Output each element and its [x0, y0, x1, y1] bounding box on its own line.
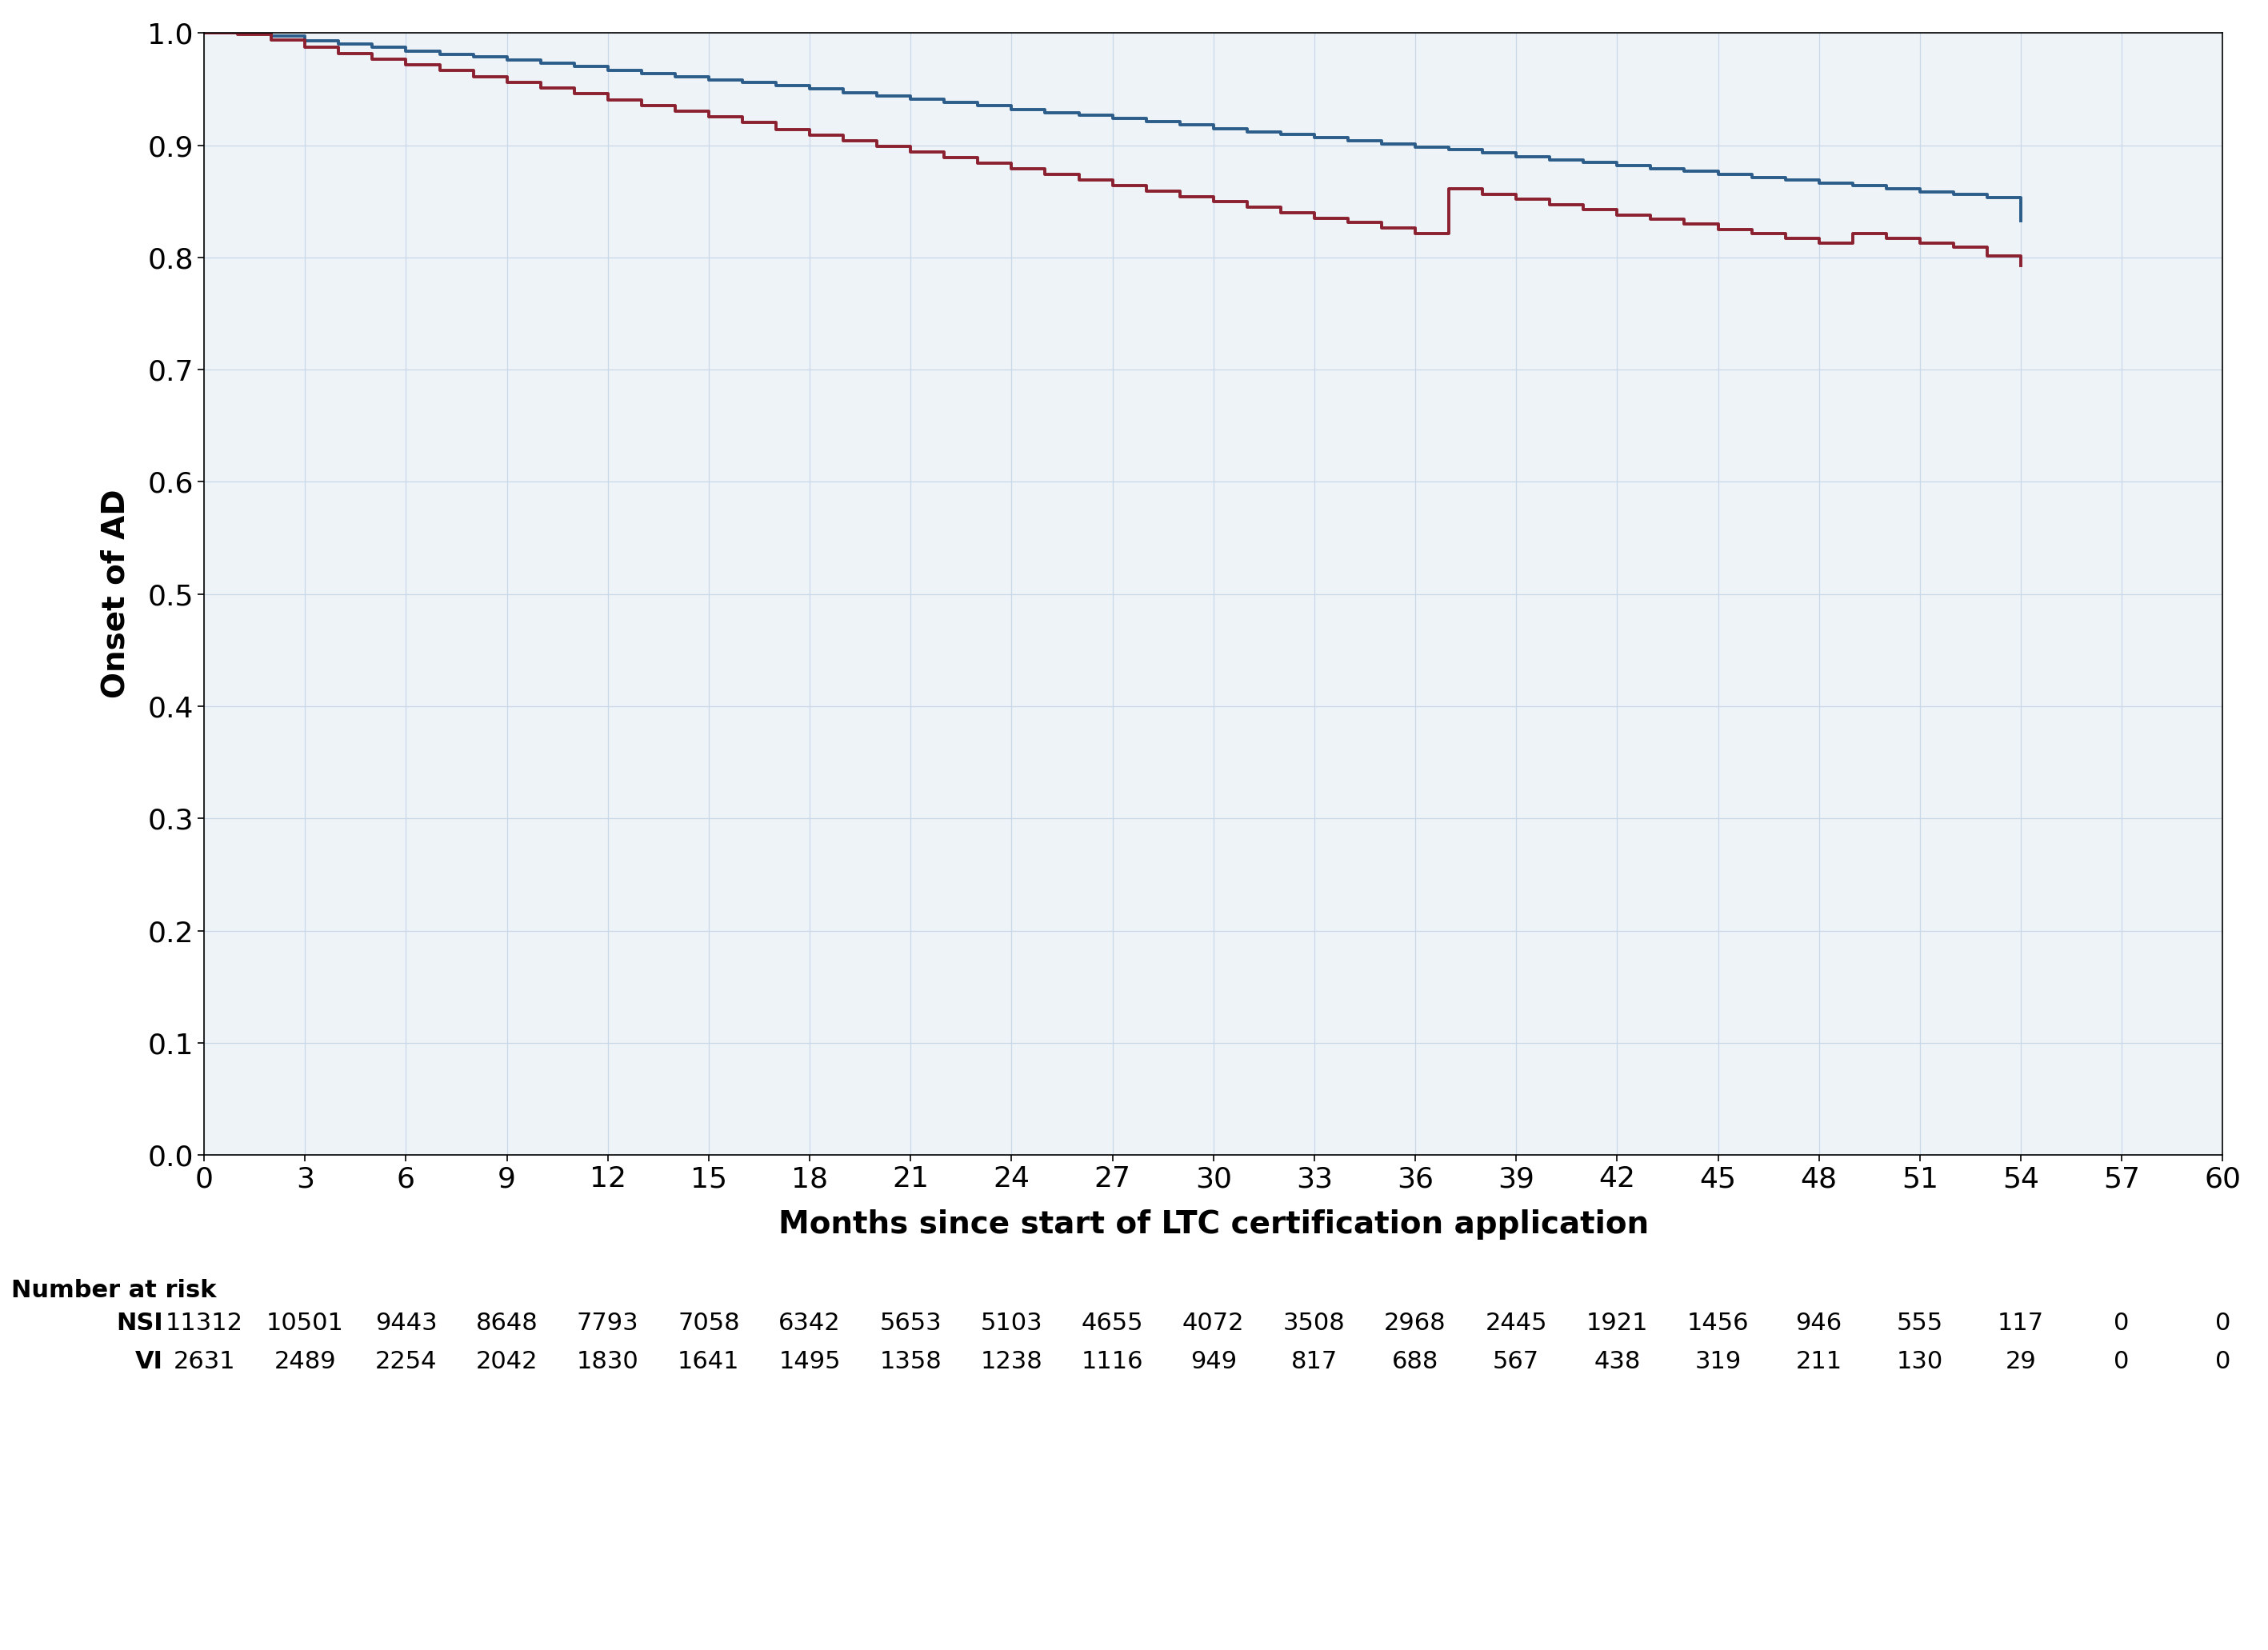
Text: 1830: 1830 — [576, 1350, 640, 1373]
Text: 567: 567 — [1492, 1350, 1540, 1373]
Text: 2254: 2254 — [374, 1350, 438, 1373]
Text: 817: 817 — [1290, 1350, 1338, 1373]
Text: 10501: 10501 — [265, 1312, 345, 1335]
Text: 130: 130 — [1896, 1350, 1944, 1373]
Y-axis label: Onset of AD: Onset of AD — [100, 490, 132, 698]
VI — [694, 107, 721, 127]
VI — [796, 125, 823, 145]
Text: 0: 0 — [2216, 1350, 2229, 1373]
Text: 946: 946 — [1796, 1312, 1842, 1335]
Line: VI: VI — [204, 33, 2021, 266]
Text: 2042: 2042 — [476, 1350, 538, 1373]
Text: 2631: 2631 — [172, 1350, 236, 1373]
Text: 1641: 1641 — [678, 1350, 739, 1373]
Text: 3508: 3508 — [1284, 1312, 1345, 1335]
VI — [191, 23, 218, 43]
Text: 11312: 11312 — [166, 1312, 243, 1335]
Text: 2445: 2445 — [1486, 1312, 1547, 1335]
Text: 4072: 4072 — [1182, 1312, 1245, 1335]
Text: Number at risk: Number at risk — [11, 1279, 215, 1302]
Text: 319: 319 — [1694, 1350, 1742, 1373]
Text: 2968: 2968 — [1383, 1312, 1447, 1335]
Text: 4655: 4655 — [1082, 1312, 1143, 1335]
Line: NSI: NSI — [204, 33, 2021, 221]
NSI — [191, 23, 218, 43]
Text: 0: 0 — [2216, 1312, 2229, 1335]
Text: 1921: 1921 — [1585, 1312, 1649, 1335]
Text: 6342: 6342 — [778, 1312, 841, 1335]
Text: 1495: 1495 — [778, 1350, 841, 1373]
Text: 949: 949 — [1191, 1350, 1236, 1373]
Text: 1116: 1116 — [1082, 1350, 1143, 1373]
Text: 5103: 5103 — [980, 1312, 1043, 1335]
Text: 0: 0 — [2114, 1312, 2130, 1335]
VI — [1166, 186, 1193, 206]
NSI — [1166, 116, 1193, 135]
Text: VI: VI — [136, 1350, 163, 1373]
VI — [2007, 256, 2034, 276]
VI — [1402, 218, 1429, 238]
VI — [1200, 186, 1227, 206]
NSI — [1200, 116, 1227, 135]
Text: 29: 29 — [2005, 1350, 2037, 1373]
NSI — [324, 35, 352, 54]
Text: 438: 438 — [1594, 1350, 1640, 1373]
Text: 555: 555 — [1896, 1312, 1944, 1335]
Text: 1238: 1238 — [980, 1350, 1043, 1373]
Text: 8648: 8648 — [476, 1312, 538, 1335]
Text: 688: 688 — [1393, 1350, 1438, 1373]
Text: 211: 211 — [1796, 1350, 1842, 1373]
Text: NSI: NSI — [116, 1312, 163, 1335]
Text: 1456: 1456 — [1687, 1312, 1749, 1335]
Text: 9443: 9443 — [374, 1312, 438, 1335]
NSI — [694, 71, 721, 91]
Text: 0: 0 — [2114, 1350, 2130, 1373]
Text: 5653: 5653 — [880, 1312, 941, 1335]
NSI — [1402, 134, 1429, 153]
NSI — [2007, 211, 2034, 231]
VI — [324, 43, 352, 63]
Text: 2489: 2489 — [274, 1350, 336, 1373]
Text: 1358: 1358 — [880, 1350, 941, 1373]
Text: 117: 117 — [1998, 1312, 2043, 1335]
X-axis label: Months since start of LTC certification application: Months since start of LTC certification … — [778, 1209, 1649, 1239]
Text: 7793: 7793 — [576, 1312, 640, 1335]
Text: 7058: 7058 — [678, 1312, 739, 1335]
NSI — [796, 79, 823, 99]
